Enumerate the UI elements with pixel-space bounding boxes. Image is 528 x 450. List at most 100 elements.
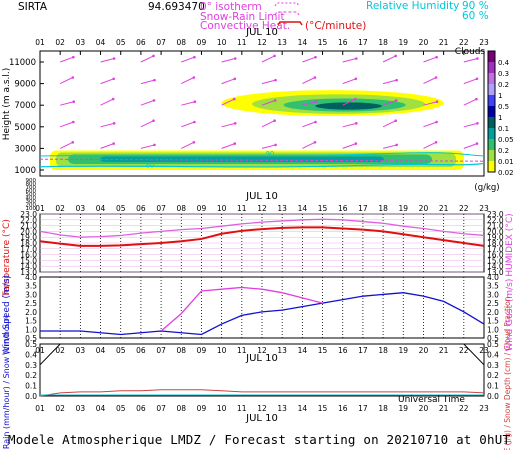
- wind-arrowhead: [434, 76, 438, 79]
- precip-bottom-hour-label: 05: [116, 404, 126, 413]
- top-hour-tick-label: 18: [378, 38, 388, 47]
- height-tick-label: 11000: [9, 58, 36, 68]
- wind-arrow: [382, 120, 396, 128]
- wind-arrow: [261, 99, 276, 106]
- rain-tick-label: 0.3: [25, 361, 37, 370]
- precip-bottom-hour-label: 04: [96, 404, 106, 413]
- height-tick-label: 1000: [14, 166, 36, 176]
- cape-tick-label: 0.3: [487, 361, 499, 370]
- cloud-bottom-hour-label: 14: [298, 204, 308, 213]
- wind-arrow: [60, 56, 74, 63]
- wind-arrow: [463, 122, 478, 128]
- wind-arrowhead: [192, 76, 196, 79]
- cloud-bottom-hour-label: 04: [96, 204, 106, 213]
- wind-arrowhead: [476, 57, 479, 60]
- temperature-tick-label: 20.0: [20, 227, 37, 236]
- wind-ylabel: Wind Speed (m/s): [2, 275, 12, 355]
- wind-arrow: [463, 143, 478, 149]
- wind-arrow: [221, 98, 235, 106]
- legend-convective-unit: (°C/minute): [305, 20, 366, 32]
- colorbar-swatch: [488, 95, 495, 106]
- precip-top-hour-label: 13: [277, 346, 287, 355]
- wind-arrowhead: [476, 122, 479, 125]
- wind-arrowhead: [314, 120, 317, 124]
- wind-arrowhead: [153, 143, 156, 147]
- top-hour-tick-label: 23: [479, 38, 489, 47]
- gust-ylabel: Wind Gust (m/s): [505, 279, 515, 352]
- wind-arrowhead: [435, 100, 439, 104]
- cloud-bottom-hour-label: 20: [419, 204, 429, 213]
- wind-arrow: [423, 101, 438, 106]
- cloud-bottom-hour-label: 01: [35, 204, 45, 213]
- colorbar-level-label: 0.2: [498, 81, 509, 89]
- wind-arrowhead: [192, 141, 196, 144]
- legend-rh-90: 90 %: [462, 0, 489, 12]
- wind-tick-label: 1.0: [25, 325, 37, 334]
- wind-tick-label: 3.5: [25, 282, 37, 291]
- wind-arrow: [140, 120, 154, 128]
- wind-tick-label: 0.5: [25, 334, 37, 343]
- top-hour-tick-label: 02: [55, 38, 65, 47]
- universal-time-label: Universal Time: [398, 395, 465, 405]
- wind-arrow: [261, 55, 275, 63]
- wind-arrow: [302, 56, 316, 63]
- rh-contour-60: [39, 162, 485, 168]
- wind-arrow: [302, 121, 316, 128]
- upper-cloud-band-4: [315, 102, 382, 110]
- cape-ylabel: CAPE (J/g) / Snow Depth (cm) / Cloud Fra…: [503, 296, 512, 450]
- colorbar-swatch: [488, 62, 495, 73]
- top-hour-tick-label: 10: [217, 38, 227, 47]
- cloud-bottom-hour-label: 16: [338, 204, 348, 213]
- wind-arrow: [221, 58, 236, 63]
- temperature-panel: 23.0 23.022.0 22.021.0 21.020.0 20.019.0 19.0…: [20, 210, 504, 277]
- wind-arrowhead: [274, 78, 277, 82]
- humidex-tick-label: 15.0: [487, 256, 504, 265]
- cloud-colorbar: 0.4 0.3 0.2 1 0.5 1 0.1 0.05 0.2 0.01 0.02: [487, 50, 514, 177]
- wind-arrow: [463, 58, 478, 63]
- wind-arrow: [181, 101, 195, 106]
- wind-arrowhead: [394, 119, 397, 123]
- humidex-line: [39, 218, 485, 238]
- colorbar-swatch: [488, 161, 495, 172]
- wind-arrowhead: [395, 143, 398, 147]
- wind-arrowhead: [395, 78, 398, 82]
- wind-arrowhead: [111, 97, 115, 101]
- wind-arrow: [140, 55, 154, 63]
- low-cloud-band-4: [100, 156, 384, 162]
- wind-arrow: [181, 77, 195, 85]
- wind-gust-line: [160, 286, 323, 332]
- legend-rh: Relative Humidity: [366, 0, 459, 12]
- colorbar-swatch: [488, 84, 495, 95]
- wind-arrowhead: [435, 55, 438, 59]
- top-hour-tick-label: 03: [76, 38, 86, 47]
- precip-bottom-hour-label: 12: [257, 404, 267, 413]
- wind-arrowhead: [233, 57, 237, 60]
- legend-convective: Convective Heat.: [200, 20, 290, 32]
- humidex-ylabel: HUMIDEX (°C): [505, 213, 515, 276]
- wind-arrow: [181, 56, 195, 63]
- precip-top-hour-label: 23: [479, 346, 489, 355]
- precip-bottom-hour-label: 08: [176, 404, 186, 413]
- height-tick-label: 5000: [14, 123, 36, 133]
- wind-arrowhead: [314, 55, 317, 59]
- cloud-bottom-hour-label: 11: [237, 204, 247, 213]
- cloud-bottom-hour-label: 05: [116, 204, 126, 213]
- humidex-tick-label: 22.0: [487, 216, 504, 225]
- temperature-tick-label: 16.0: [20, 251, 37, 260]
- gust-tick-label: 0.5: [487, 334, 499, 343]
- cloud-bottom-hour-label: 22: [459, 204, 469, 213]
- cape-line: [39, 389, 485, 397]
- gust-tick-label: 1.5: [487, 317, 499, 326]
- wind-arrow: [302, 141, 316, 149]
- wind-arrowhead: [354, 97, 357, 101]
- rh-contour-label: 90: [266, 149, 274, 157]
- wind-arrow: [342, 143, 357, 149]
- precip-bottom-hour-label: 14: [298, 404, 308, 413]
- legend-snow-rain: Snow-Rain Limit: [200, 11, 285, 23]
- precip-bottom-hour-label: 10: [217, 404, 227, 413]
- precip-top-hour-label: 06: [136, 346, 146, 355]
- wind-arrow: [59, 141, 74, 149]
- wind-arrowhead: [193, 55, 196, 59]
- gust-tick-label: 4.0: [487, 273, 499, 282]
- colorbar-level-label: 0.4: [498, 59, 510, 67]
